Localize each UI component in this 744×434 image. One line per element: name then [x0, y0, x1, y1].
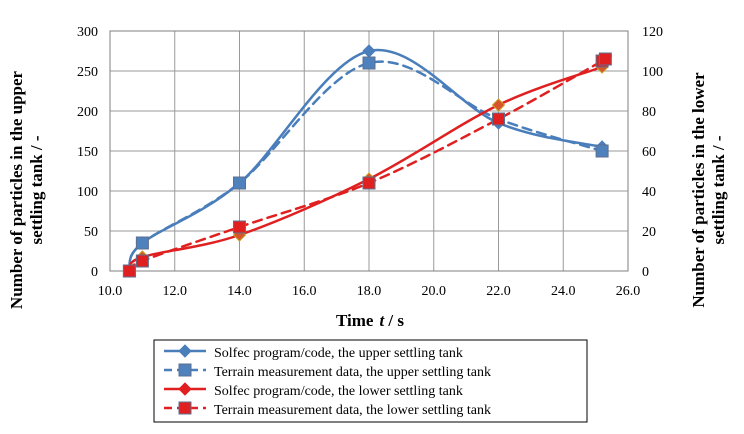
x-tick-label: 14.0 [227, 284, 252, 299]
x-tick-label: 16.0 [292, 284, 317, 299]
y-left-tick-label: 300 [77, 25, 98, 40]
legend-label: Solfec program/code, the upper settling … [214, 346, 463, 361]
y-left-tick-label: 50 [84, 225, 98, 240]
legend-marker [178, 382, 192, 396]
y-left-tick-labels: 0 50 100 150 200 250 300 [77, 25, 98, 280]
series-markers [122, 44, 612, 278]
y-left-tick-label: 100 [77, 185, 98, 200]
legend-label: Terrain measurement data, the lower sett… [214, 403, 491, 418]
legend-marker-shape [178, 344, 192, 358]
plot-frame [109, 30, 629, 272]
x-tick-labels: 10.0 12.0 14.0 16.0 18.0 20.0 22.0 24.0 26.0 [98, 284, 641, 299]
x-tick-label: 12.0 [163, 284, 188, 299]
data-point [598, 52, 612, 66]
y-left-axis-title-line1: Number of particles in the upper [7, 70, 26, 309]
y-right-tick-label: 20 [642, 225, 656, 240]
y-left-tick-label: 200 [77, 105, 98, 120]
legend-marker-shape [178, 401, 192, 415]
data-point [233, 220, 246, 234]
data-point [595, 144, 609, 158]
legend-box [153, 339, 588, 423]
legend: Solfec program/code, the upper settling … [153, 339, 588, 423]
y-right-tick-label: 120 [642, 25, 663, 40]
legend-label: Terrain measurement data, the upper sett… [214, 365, 491, 380]
x-axis-label: Time [336, 311, 374, 330]
y-right-tick-label: 80 [642, 105, 656, 120]
legend-item: Terrain measurement data, the lower sett… [164, 401, 491, 418]
legend-marker [178, 344, 192, 358]
plot-border [109, 30, 629, 272]
y-right-axis-title: Number of particles in the lower settlin… [689, 72, 728, 308]
legend-item: Solfec program/code, the lower settling … [164, 382, 463, 399]
y-right-tick-label: 0 [642, 265, 649, 280]
y-left-axis-title-line2: settling tank / - [27, 135, 46, 244]
data-point [492, 112, 505, 126]
x-tick-label: 22.0 [486, 284, 511, 299]
data-point [362, 56, 376, 70]
y-right-axis-title-line2: settling tank / - [709, 135, 728, 244]
y-right-tick-labels: 0 20 40 60 80 100 120 [642, 25, 663, 280]
data-point [135, 254, 149, 268]
x-tick-label: 20.0 [422, 284, 447, 299]
data-point [233, 176, 246, 190]
y-left-tick-label: 0 [91, 265, 98, 280]
legend-item: Terrain measurement data, the upper sett… [164, 363, 491, 380]
legend-label: Solfec program/code, the lower settling … [214, 384, 463, 399]
series-lines [128, 48, 613, 273]
data-point [122, 264, 136, 278]
y-right-tick-label: 60 [642, 145, 656, 160]
y-left-tick-label: 150 [77, 145, 98, 160]
y-left-tick-label: 250 [77, 65, 98, 80]
x-axis-unit: / s [384, 311, 404, 330]
legend-marker [178, 363, 192, 377]
x-axis-variable: t [379, 311, 385, 330]
x-tick-label: 24.0 [551, 284, 576, 299]
data-point [362, 176, 376, 190]
x-tick-label: 10.0 [98, 284, 123, 299]
data-point [491, 98, 506, 112]
y-right-tick-label: 40 [642, 185, 656, 200]
legend-item: Solfec program/code, the upper settling … [164, 344, 463, 361]
x-tick-label: 18.0 [357, 284, 382, 299]
x-tick-label: 26.0 [616, 284, 641, 299]
series-line [128, 48, 604, 273]
legend-marker [178, 401, 192, 415]
y-right-tick-label: 100 [642, 65, 663, 80]
y-right-axis-title-line1: Number of particles in the lower [689, 72, 708, 308]
data-point [135, 236, 149, 250]
legend-marker-shape [178, 363, 192, 377]
x-axis-title: Time t / s [336, 311, 404, 330]
y-left-axis-title: Number of particles in the upper settlin… [7, 70, 46, 309]
legend-marker-shape [178, 382, 192, 396]
data-point [362, 44, 376, 58]
